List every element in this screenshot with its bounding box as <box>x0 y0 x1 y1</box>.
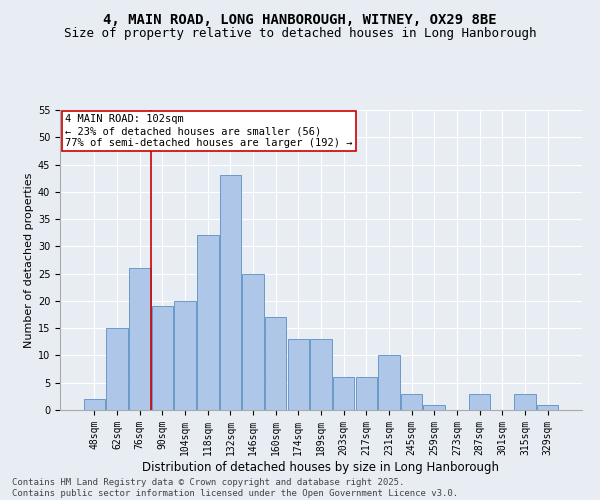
Bar <box>242 274 264 410</box>
Bar <box>287 339 309 410</box>
Bar <box>197 236 218 410</box>
Bar <box>129 268 151 410</box>
Text: 4, MAIN ROAD, LONG HANBOROUGH, WITNEY, OX29 8BE: 4, MAIN ROAD, LONG HANBOROUGH, WITNEY, O… <box>103 12 497 26</box>
Bar <box>310 339 332 410</box>
Bar <box>537 404 558 410</box>
Bar <box>401 394 422 410</box>
Bar <box>514 394 536 410</box>
Bar <box>424 404 445 410</box>
Bar <box>106 328 128 410</box>
Text: 4 MAIN ROAD: 102sqm
← 23% of detached houses are smaller (56)
77% of semi-detach: 4 MAIN ROAD: 102sqm ← 23% of detached ho… <box>65 114 353 148</box>
Text: Size of property relative to detached houses in Long Hanborough: Size of property relative to detached ho… <box>64 28 536 40</box>
Bar <box>175 301 196 410</box>
Bar <box>469 394 490 410</box>
Bar <box>265 318 286 410</box>
Bar <box>84 399 105 410</box>
Bar <box>152 306 173 410</box>
Bar <box>333 378 355 410</box>
Text: Contains HM Land Registry data © Crown copyright and database right 2025.
Contai: Contains HM Land Registry data © Crown c… <box>12 478 458 498</box>
X-axis label: Distribution of detached houses by size in Long Hanborough: Distribution of detached houses by size … <box>143 460 499 473</box>
Y-axis label: Number of detached properties: Number of detached properties <box>23 172 34 348</box>
Bar <box>220 176 241 410</box>
Bar <box>356 378 377 410</box>
Bar <box>378 356 400 410</box>
